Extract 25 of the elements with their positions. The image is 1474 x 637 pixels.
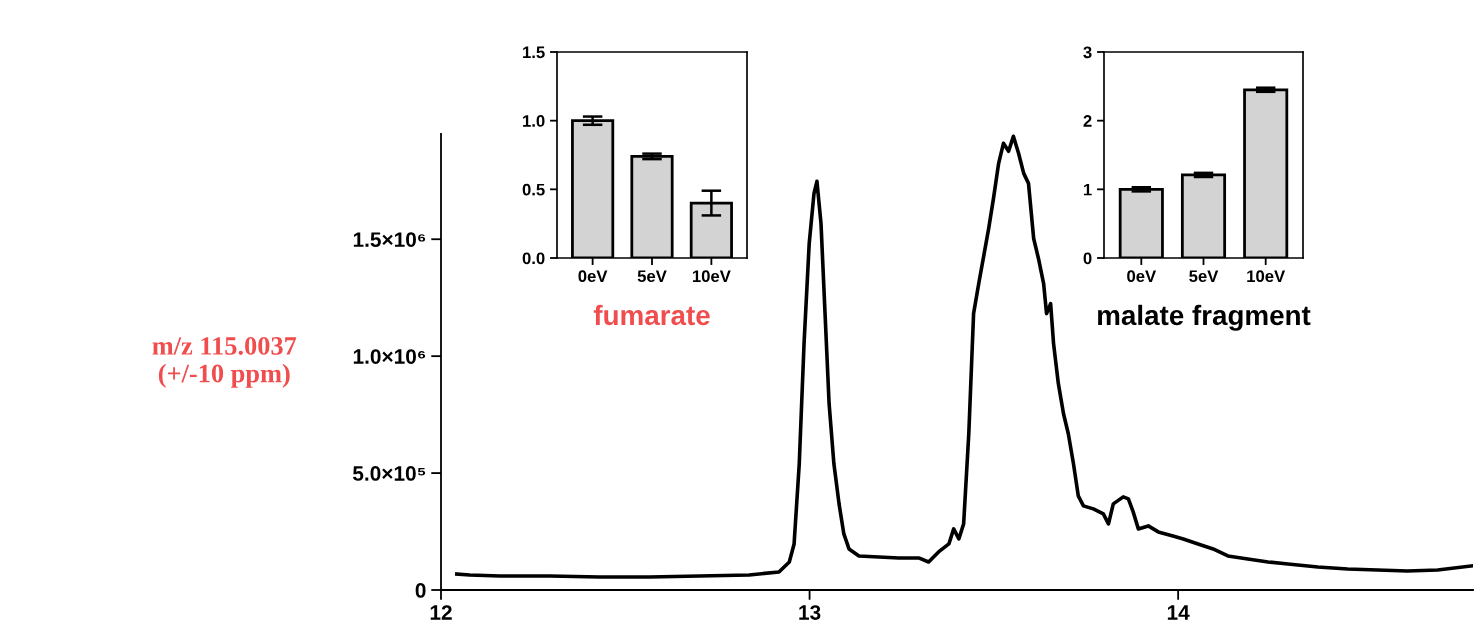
y-tick-label: 1.0×10⁶ (353, 349, 426, 364)
y-tick-label: 0 (415, 583, 426, 598)
x-axis-title: malate fragment (1098, 304, 1311, 331)
x-tick-label: 14 (1167, 605, 1190, 620)
y-tick-label: 0.0 (522, 252, 545, 265)
x-tick-label: 10eV (692, 270, 731, 283)
y-tick-label: 5.0×10⁵ (352, 466, 426, 481)
x-tick-label: 12 (430, 605, 452, 620)
x-tick-label: 0eV (1127, 270, 1157, 283)
y-tick-label: 1 (1083, 183, 1092, 196)
x-tick-label: 5eV (637, 270, 667, 283)
x-tick-label: 5eV (1189, 270, 1219, 283)
x-axis-title: fumarate (593, 304, 710, 326)
y-tick-label: 1.5 (523, 46, 545, 59)
y-tick-label: 1.0 (523, 115, 545, 127)
x-tick-label: 10eV (1247, 270, 1286, 283)
y-tick-label: 0 (1083, 252, 1092, 265)
y-tick-label: 1.5×10⁶ (353, 232, 426, 247)
y-axis-title: m/z 115.0037 (+/-10 ppm) (152, 337, 297, 388)
x-tick-label: 13 (799, 605, 821, 620)
y-tick-label: 0.5 (522, 183, 545, 196)
line-series (455, 134, 1473, 579)
y-tick-label: 2 (1083, 115, 1092, 127)
x-tick-label: 0eV (578, 270, 608, 283)
y-tick-label: 3 (1083, 46, 1092, 59)
